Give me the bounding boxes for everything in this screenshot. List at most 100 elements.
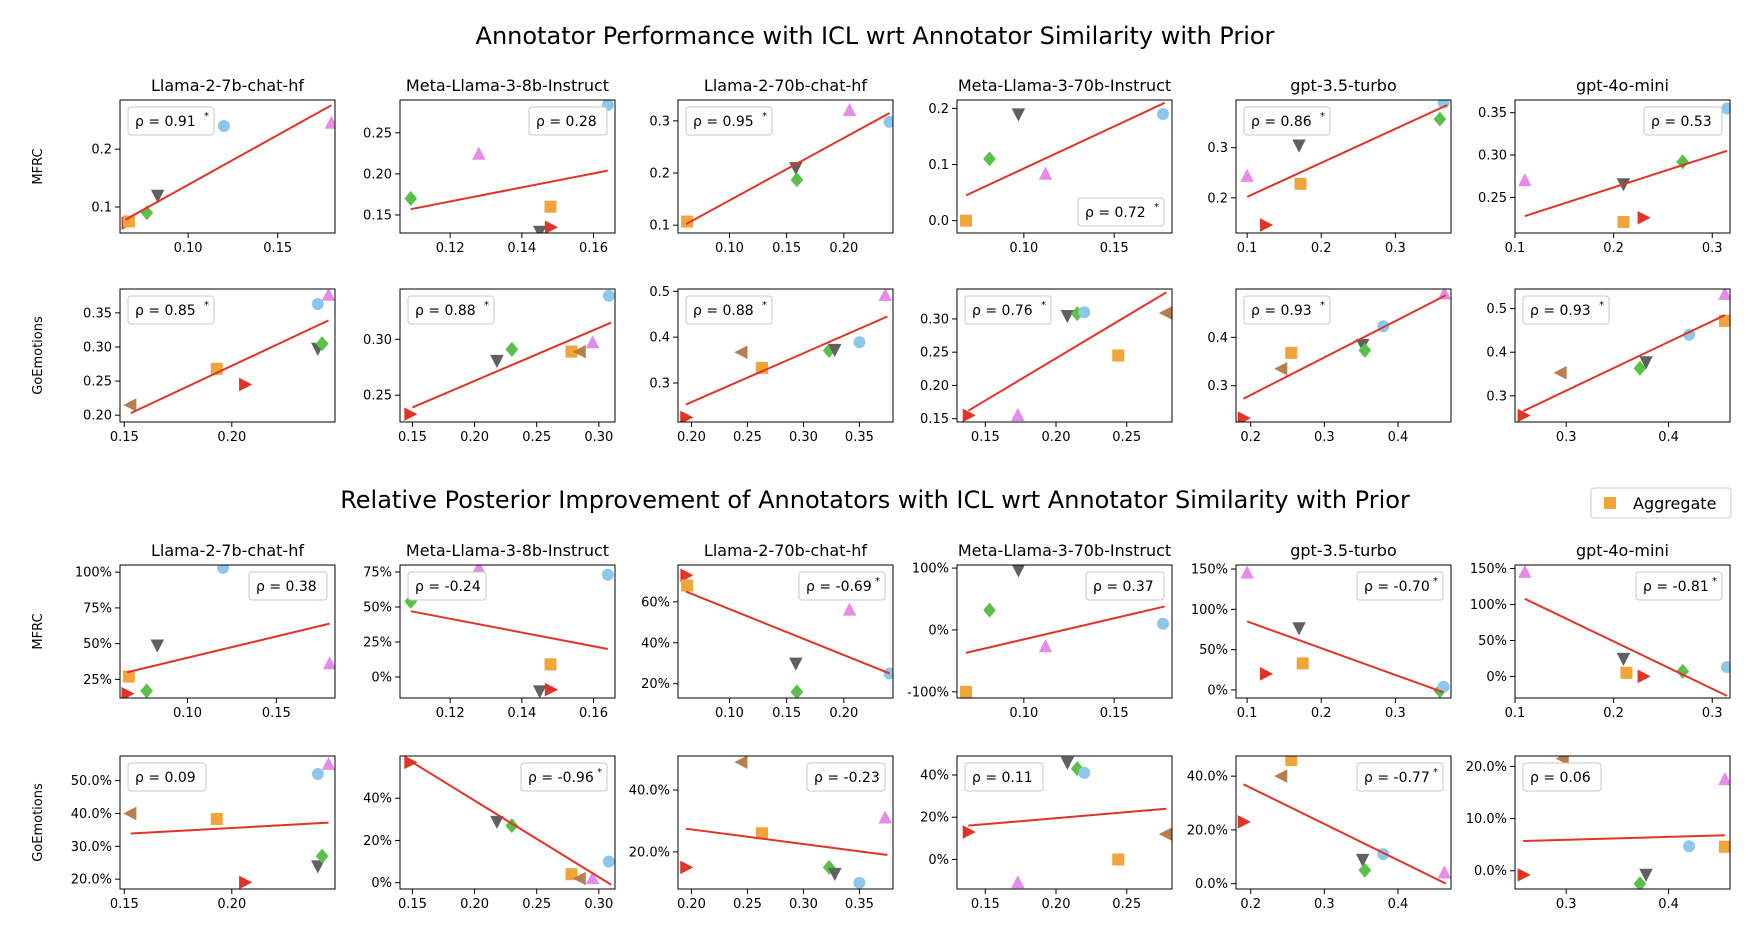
x-tick-label: 0.20 bbox=[460, 430, 489, 445]
y-tick-label: 50% bbox=[1478, 634, 1507, 649]
significance-star: * bbox=[762, 300, 767, 311]
x-tick-label: 0.4 bbox=[1658, 430, 1679, 445]
panel-data bbox=[123, 289, 335, 415]
marker-tri-up bbox=[1038, 639, 1053, 653]
y-tick-label: 40% bbox=[363, 792, 392, 807]
marker-square bbox=[1718, 840, 1730, 853]
panel-data bbox=[1240, 565, 1450, 698]
fit-line bbox=[1524, 597, 1728, 697]
y-tick-label: 150% bbox=[1191, 563, 1228, 578]
y-tick-label: 30.0% bbox=[71, 840, 112, 855]
panel-frame bbox=[677, 564, 894, 699]
panel-frame bbox=[956, 755, 1173, 890]
marker-circle bbox=[601, 568, 614, 581]
marker-diamond bbox=[505, 341, 519, 357]
rho-box bbox=[1522, 295, 1610, 325]
rho-box bbox=[248, 571, 328, 601]
rho-box bbox=[1522, 762, 1602, 792]
y-tick-label: 0.25 bbox=[363, 389, 392, 404]
marker-tri-up bbox=[322, 656, 335, 670]
rho-box bbox=[1243, 295, 1331, 325]
marker-diamond bbox=[1358, 862, 1372, 878]
x-tick-label: 0.15 bbox=[398, 430, 427, 445]
panel-data bbox=[681, 102, 893, 228]
x-tick-label: 0.20 bbox=[829, 706, 858, 721]
y-tick-label: 10.0% bbox=[1466, 812, 1507, 827]
fit-line bbox=[1242, 783, 1447, 885]
rho-box bbox=[685, 295, 773, 325]
y-tick-label: 0.25 bbox=[920, 346, 949, 361]
x-tick-label: 0.15 bbox=[110, 430, 139, 445]
panel-frame bbox=[399, 755, 616, 890]
scatter-panel: GoEmotions 0.15 0.20 0.20 0.25 0.30 0.35 ρ = 0.… bbox=[31, 288, 336, 445]
rho-box bbox=[407, 571, 487, 601]
fit-line bbox=[965, 605, 1166, 654]
fit-line bbox=[685, 112, 891, 226]
rho-label: ρ = -0.77 bbox=[1364, 770, 1430, 786]
marker-tri-down bbox=[150, 189, 165, 203]
rho-label: ρ = 0.88 bbox=[415, 303, 476, 319]
rho-box bbox=[1635, 571, 1723, 601]
y-tick-label: 0.1 bbox=[91, 200, 112, 215]
panel-data bbox=[960, 565, 1169, 698]
scatter-panel: 0.2 0.3 0.4 0.3 0.4 ρ = 0.93 * bbox=[1207, 288, 1452, 445]
x-tick-label: 0.15 bbox=[263, 241, 292, 256]
marker-circle bbox=[217, 565, 230, 574]
x-tick-label: 0.25 bbox=[1112, 430, 1141, 445]
fit-line bbox=[965, 101, 1166, 197]
marker-tri-left bbox=[1274, 769, 1288, 783]
y-tick-label: 0.2 bbox=[91, 143, 112, 158]
section-title-bottom: Relative Posterior Improvement of Annota… bbox=[340, 486, 1410, 514]
scatter-panel: Meta-Llama-3-70b-Instruct 0.10 0.15 0.0 0.1 0… bbox=[928, 76, 1173, 256]
rho-label: ρ = 0.76 bbox=[972, 303, 1033, 319]
panel-title: Llama-2-7b-chat-hf bbox=[151, 76, 304, 95]
panel-frame bbox=[119, 99, 336, 234]
marker-tri-right bbox=[404, 407, 418, 421]
y-tick-label: 0.25 bbox=[83, 375, 112, 390]
y-tick-label: 40% bbox=[641, 636, 670, 651]
marker-square bbox=[681, 215, 694, 228]
y-tick-label: 20% bbox=[363, 834, 392, 849]
significance-star: * bbox=[762, 111, 767, 122]
rho-box bbox=[964, 295, 1052, 325]
marker-diamond bbox=[1358, 342, 1372, 358]
panel-frame bbox=[1514, 288, 1731, 423]
x-tick-label: 0.10 bbox=[174, 241, 203, 256]
scatter-panel: 0.15 0.20 0.25 0.30 0.25 0.30 ρ = 0.88 * bbox=[363, 288, 616, 445]
marker-circle bbox=[1683, 840, 1696, 853]
marker-tri-up bbox=[878, 289, 892, 302]
panel-frame bbox=[399, 99, 616, 234]
x-tick-label: 0.2 bbox=[1603, 706, 1624, 721]
marker-tri-up bbox=[1240, 565, 1254, 579]
marker-square bbox=[1294, 177, 1307, 190]
marker-diamond bbox=[1633, 360, 1647, 376]
y-tick-label: -100% bbox=[907, 685, 949, 700]
marker-tri-down bbox=[1011, 108, 1026, 122]
panel-data bbox=[1240, 100, 1450, 232]
y-tick-label: 0.4 bbox=[1486, 346, 1507, 361]
rho-box bbox=[806, 762, 886, 792]
y-tick-label: 0% bbox=[371, 876, 392, 891]
fit-line bbox=[410, 169, 609, 211]
y-tick-label: 40% bbox=[920, 769, 949, 784]
x-tick-label: 0.35 bbox=[845, 897, 874, 912]
scatter-panel: Llama-2-7b-chat-hf MFRC 0.10 0.15 25% 50% 75% 1… bbox=[31, 541, 336, 721]
x-tick-label: 0.3 bbox=[1314, 897, 1335, 912]
panel-title: gpt-4o-mini bbox=[1576, 76, 1669, 95]
marker-tri-up bbox=[585, 335, 600, 349]
rho-label: ρ = 0.38 bbox=[256, 579, 317, 595]
panel-title: Meta-Llama-3-70b-Instruct bbox=[958, 541, 1171, 560]
marker-tri-up bbox=[1518, 172, 1532, 187]
panel-frame bbox=[677, 755, 894, 890]
marker-circle bbox=[1437, 680, 1450, 693]
significance-star: * bbox=[597, 767, 602, 778]
panel-title: Llama-2-70b-chat-hf bbox=[704, 76, 868, 95]
x-tick-label: 0.3 bbox=[1556, 430, 1577, 445]
scatter-panel: Llama-2-7b-chat-hf MFRC 0.10 0.15 0.1 0.2 ρ = … bbox=[31, 76, 336, 256]
rho-label: ρ = 0.37 bbox=[1093, 579, 1154, 595]
marker-diamond bbox=[983, 602, 996, 618]
rho-box bbox=[1077, 197, 1165, 227]
panel-frame bbox=[1235, 564, 1452, 699]
marker-tri-down bbox=[1060, 756, 1075, 770]
rho-box bbox=[964, 762, 1044, 792]
